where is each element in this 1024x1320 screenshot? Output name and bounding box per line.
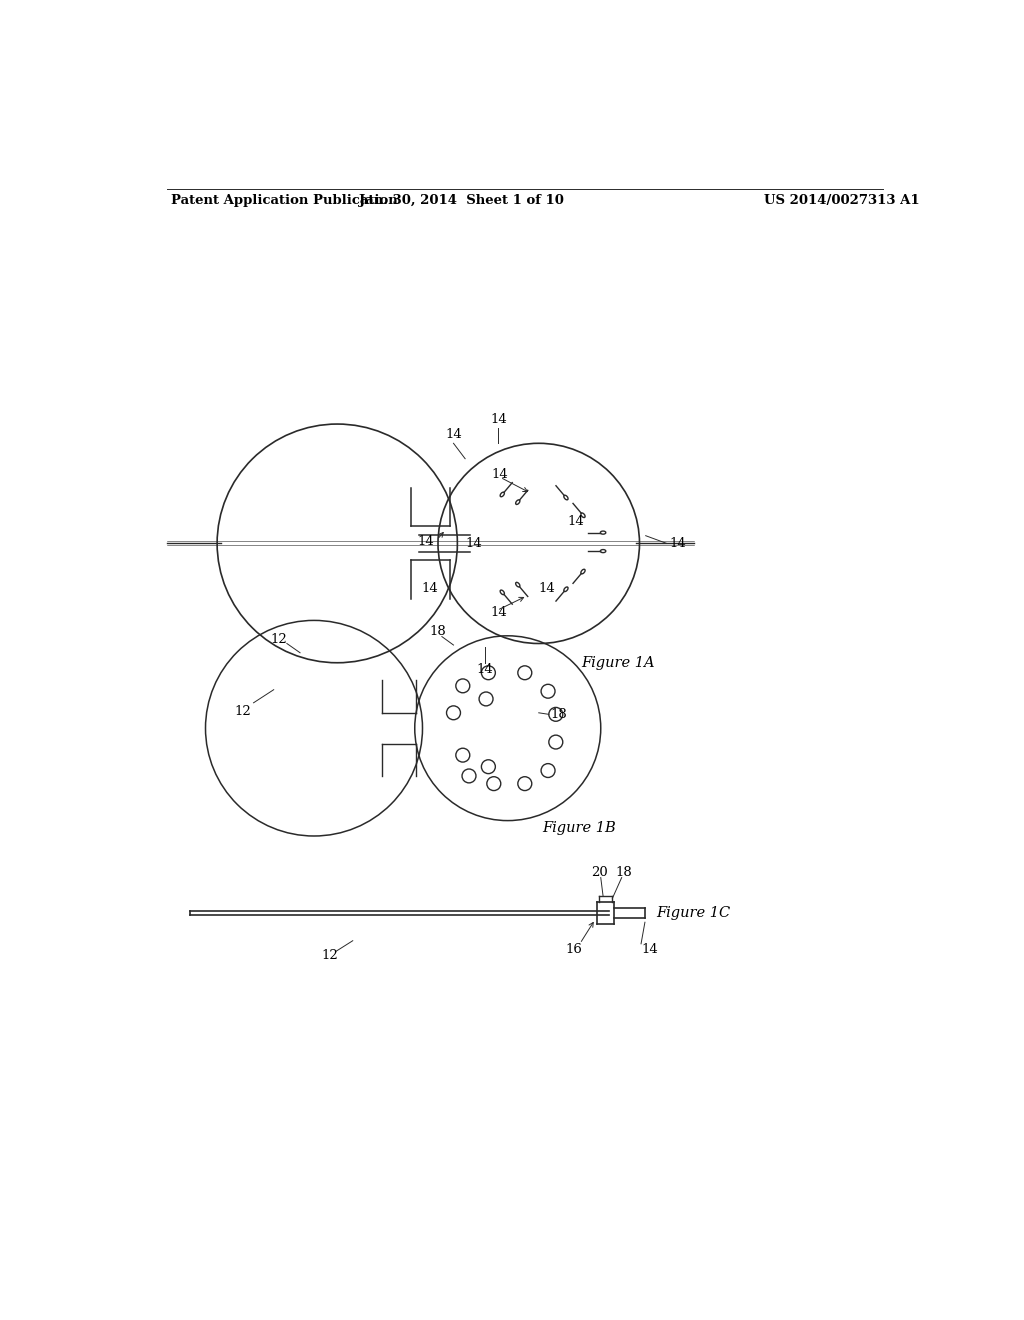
Text: 12: 12 xyxy=(234,705,251,718)
Text: 12: 12 xyxy=(322,949,338,962)
Text: 14: 14 xyxy=(669,537,686,550)
Text: 14: 14 xyxy=(641,944,657,957)
Text: 14: 14 xyxy=(418,535,434,548)
Text: 14: 14 xyxy=(476,663,493,676)
Text: 14: 14 xyxy=(422,582,438,594)
Text: Jan. 30, 2014  Sheet 1 of 10: Jan. 30, 2014 Sheet 1 of 10 xyxy=(358,194,563,207)
Text: Patent Application Publication: Patent Application Publication xyxy=(171,194,397,207)
Text: 14: 14 xyxy=(490,606,507,619)
Text: 16: 16 xyxy=(565,944,582,957)
Text: 14: 14 xyxy=(492,467,508,480)
Text: 14: 14 xyxy=(465,537,482,550)
Text: 18: 18 xyxy=(550,708,567,721)
Text: 12: 12 xyxy=(270,634,288,647)
Text: 14: 14 xyxy=(490,413,507,426)
Text: 20: 20 xyxy=(591,866,607,879)
Text: 18: 18 xyxy=(430,626,446,639)
Text: 14: 14 xyxy=(567,515,584,528)
Text: Figure 1C: Figure 1C xyxy=(656,906,731,920)
Text: US 2014/0027313 A1: US 2014/0027313 A1 xyxy=(764,194,920,207)
Text: 14: 14 xyxy=(445,428,462,441)
Text: 14: 14 xyxy=(539,582,555,594)
Text: Figure 1A: Figure 1A xyxy=(582,656,655,669)
Text: 18: 18 xyxy=(615,866,633,879)
Text: Figure 1B: Figure 1B xyxy=(543,821,616,836)
